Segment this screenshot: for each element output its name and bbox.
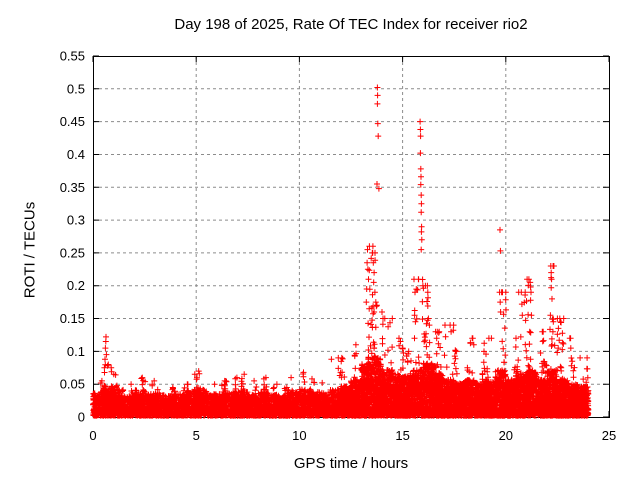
x-tick-label: 25 xyxy=(602,428,616,443)
y-tick-label: 0.25 xyxy=(60,245,85,260)
y-tick-label: 0.55 xyxy=(60,49,85,64)
y-tick-label: 0.05 xyxy=(60,377,85,392)
x-tick-label: 20 xyxy=(499,428,513,443)
x-tick-label: 10 xyxy=(292,428,306,443)
y-tick-label: 0.4 xyxy=(67,147,85,162)
y-tick-label: 0.1 xyxy=(67,344,85,359)
chart-title: Day 198 of 2025, Rate Of TEC Index for r… xyxy=(174,16,528,33)
y-tick-label: 0.3 xyxy=(67,213,85,228)
y-tick-label: 0.35 xyxy=(60,180,85,195)
plot-frame xyxy=(93,56,610,418)
x-tick-label: 15 xyxy=(395,428,409,443)
y-tick-label: 0.2 xyxy=(67,278,85,293)
gridlines xyxy=(93,56,609,417)
x-axis-label: GPS time / hours xyxy=(293,455,409,472)
tick-marks xyxy=(92,55,610,418)
y-tick-label: 0.45 xyxy=(60,114,85,129)
data-points-series xyxy=(90,84,592,419)
y-tick-label: 0.15 xyxy=(60,311,85,326)
x-tick-label: 5 xyxy=(193,428,200,443)
y-tick-label: 0 xyxy=(78,410,85,425)
y-tick-label: 0.5 xyxy=(67,81,85,96)
x-tick-label: 0 xyxy=(89,428,96,443)
